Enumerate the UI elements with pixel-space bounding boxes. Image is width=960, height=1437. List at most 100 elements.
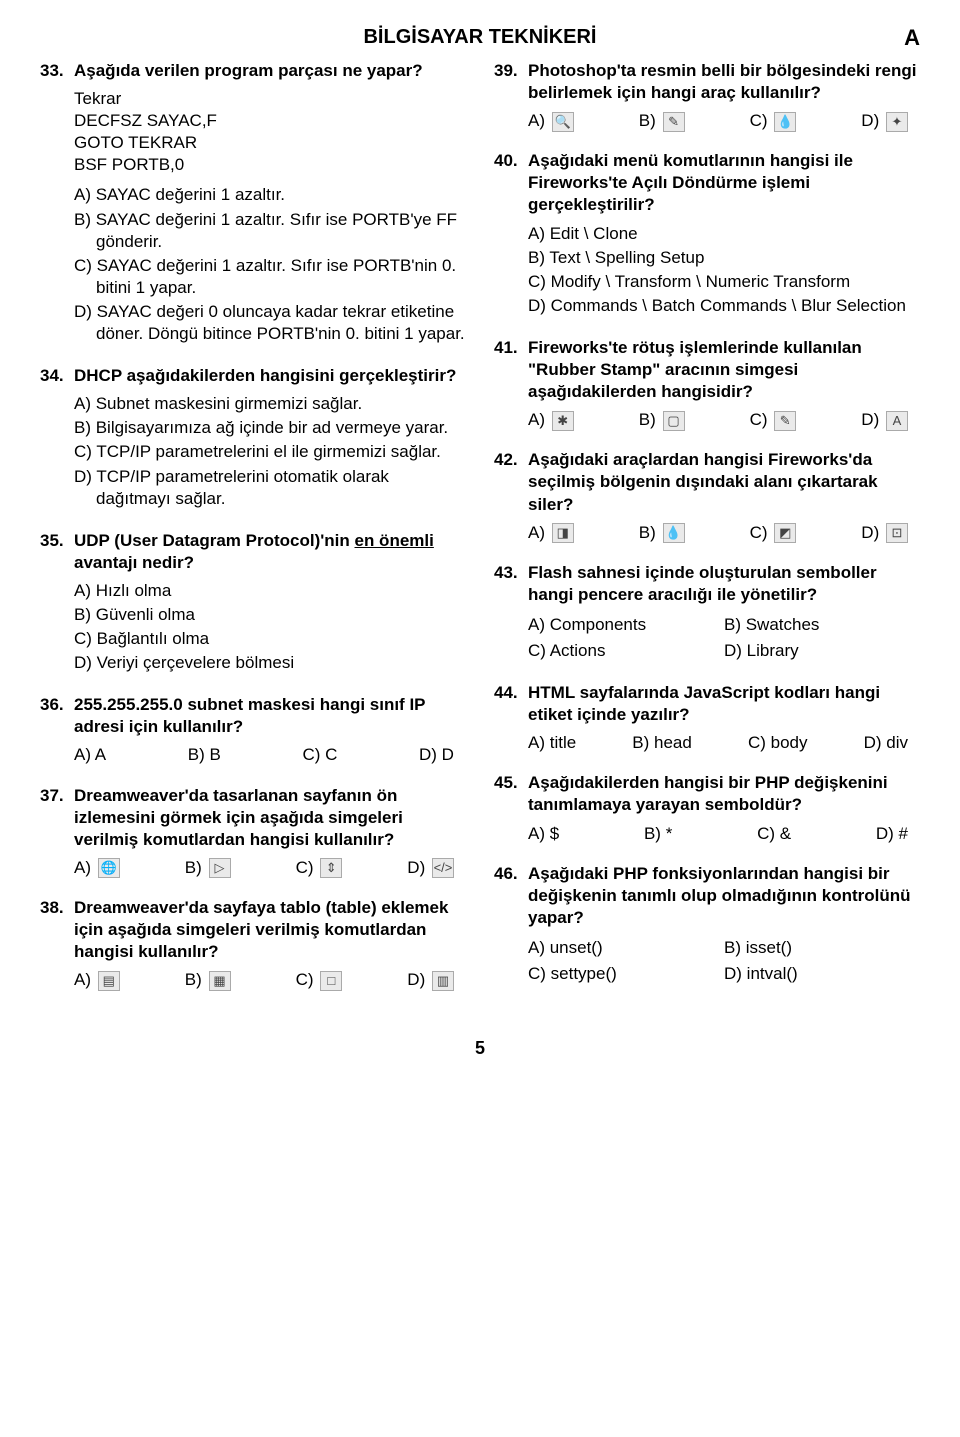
form-letter: A <box>904 24 920 53</box>
options: A) ✱ B) ▢ C) ✎ D) A <box>528 409 920 431</box>
question-body: 255.255.255.0 subnet maskesi hangi sınıf… <box>74 694 466 766</box>
play-icon: ▷ <box>209 858 231 878</box>
option-a: A) Subnet maskesini girmemizi sağlar. <box>96 393 466 415</box>
layout-icon: ▤ <box>98 971 120 991</box>
question-text: Dreamweaver'da sayfaya tablo (table) ekl… <box>74 897 466 963</box>
option-d: D) ⊡ <box>861 522 908 544</box>
question-body: Photoshop'ta resmin belli bir bölgesinde… <box>528 60 920 132</box>
option-a: A) ▤ <box>74 969 120 991</box>
option-c: C) □ <box>296 969 343 991</box>
option-b: B) 💧 <box>639 522 685 544</box>
question-number: 42. <box>494 449 524 543</box>
option-b: B) ▢ <box>639 409 685 431</box>
question-43: 43. Flash sahnesi içinde oluşturulan sem… <box>494 562 920 664</box>
question-body: Dreamweaver'da sayfaya tablo (table) ekl… <box>74 897 466 991</box>
label-b: B) <box>185 970 202 989</box>
question-46: 46. Aşağıdaki PHP fonksiyonlarından hang… <box>494 863 920 987</box>
option-d: D) Veriyi çerçevelere bölmesi <box>96 652 466 674</box>
page-title: BİLGİSAYAR TEKNİKERİ <box>40 24 920 50</box>
option-b: B) ✎ <box>639 110 685 132</box>
content-columns: 33. Aşağıda verilen program parçası ne y… <box>40 60 920 1009</box>
options: A) Subnet maskesini girmemizi sağlar. B)… <box>74 393 466 509</box>
label-a: A) <box>74 970 91 989</box>
question-number: 46. <box>494 863 524 987</box>
option-c: C) TCP/IP parametrelerini el ile girmemi… <box>96 441 466 463</box>
option-c: C) body <box>748 732 808 754</box>
question-text: Photoshop'ta resmin belli bir bölgesinde… <box>528 60 920 104</box>
option-c: C) Modify \ Transform \ Numeric Transfor… <box>550 271 920 293</box>
question-body: Aşağıdaki menü komutlarının hangisi ile … <box>528 150 920 319</box>
option-d: D) Commands \ Batch Commands \ Blur Sele… <box>550 295 920 317</box>
option-a: A) SAYAC değerini 1 azaltır. <box>96 184 466 206</box>
option-b: B) Bilgisayarımıza ağ içinde bir ad verm… <box>96 417 466 439</box>
code-icon: </> <box>432 858 454 878</box>
label-a: A) <box>528 523 545 542</box>
right-column: 39. Photoshop'ta resmin belli bir bölges… <box>494 60 920 1009</box>
question-38: 38. Dreamweaver'da sayfaya tablo (table)… <box>40 897 466 991</box>
question-40: 40. Aşağıdaki menü komutlarının hangisi … <box>494 150 920 319</box>
option-c: C) SAYAC değerini 1 azaltır. Sıfır ise P… <box>96 255 466 299</box>
option-d: D) ▥ <box>407 969 454 991</box>
q35-pre: UDP (User Datagram Protocol)'nin <box>74 531 355 550</box>
option-d: D) A <box>861 409 908 431</box>
question-body: Aşağıdaki araçlardan hangisi Fireworks'd… <box>528 449 920 543</box>
options: A) unset() B) isset() C) settype() D) in… <box>528 935 920 987</box>
question-39: 39. Photoshop'ta resmin belli bir bölges… <box>494 60 920 132</box>
option-c: C) ⇕ <box>296 857 343 879</box>
question-body: Aşağıdaki PHP fonksiyonlarından hangisi … <box>528 863 920 987</box>
question-body: DHCP aşağıdakilerden hangisini gerçekleş… <box>74 365 466 512</box>
exam-page: BİLGİSAYAR TEKNİKERİ A 33. Aşağıda veril… <box>0 0 960 1101</box>
option-a: A) 🌐 <box>74 857 120 879</box>
option-a: A) ◨ <box>528 522 574 544</box>
option-b: B) * <box>644 823 672 845</box>
question-number: 34. <box>40 365 70 512</box>
q35-post: avantajı nedir? <box>74 553 194 572</box>
question-35: 35. UDP (User Datagram Protocol)'nin en … <box>40 530 466 677</box>
question-number: 41. <box>494 337 524 431</box>
eyedropper-icon: ✎ <box>663 112 685 132</box>
question-text: Aşağıdaki menü komutlarının hangisi ile … <box>528 150 920 216</box>
option-b: B) ▷ <box>185 857 231 879</box>
option-d: D) div <box>864 732 908 754</box>
question-text: 255.255.255.0 subnet maskesi hangi sınıf… <box>74 694 466 738</box>
question-36: 36. 255.255.255.0 subnet maskesi hangi s… <box>40 694 466 766</box>
option-d: D) SAYAC değeri 0 oluncaya kadar tekrar … <box>96 301 466 345</box>
options: A) A B) B C) C D) D <box>74 744 466 766</box>
option-b: B) SAYAC değerini 1 azaltır. Sıfır ise P… <box>96 209 466 253</box>
option-a: A) Components <box>528 614 724 636</box>
label-b: B) <box>639 111 656 130</box>
question-41: 41. Fireworks'te rötuş işlemlerinde kull… <box>494 337 920 431</box>
options: A) ▤ B) ▦ C) □ D) ▥ <box>74 969 466 991</box>
options: A) Edit \ Clone B) Text \ Spelling Setup… <box>528 223 920 317</box>
pencil-icon: ✎ <box>774 411 796 431</box>
question-33: 33. Aşağıda verilen program parçası ne y… <box>40 60 466 347</box>
question-text: Aşağıda verilen program parçası ne yapar… <box>74 60 466 82</box>
globe-icon: 🌐 <box>98 858 120 878</box>
option-b: B) Swatches <box>724 614 920 636</box>
option-d: D) # <box>876 823 908 845</box>
option-d: D) Library <box>724 640 920 662</box>
option-a: A) unset() <box>528 937 724 959</box>
question-number: 43. <box>494 562 524 664</box>
options: A) ◨ B) 💧 C) ◩ D) ⊡ <box>528 522 920 544</box>
option-a: A) 🔍 <box>528 110 574 132</box>
question-number: 38. <box>40 897 70 991</box>
question-text: Dreamweaver'da tasarlanan sayfanın ön iz… <box>74 785 466 851</box>
zoom-icon: 🔍 <box>552 112 574 132</box>
option-a: A) Hızlı olma <box>96 580 466 602</box>
label-c: C) <box>750 410 768 429</box>
question-body: Flash sahnesi içinde oluşturulan semboll… <box>528 562 920 664</box>
label-d: D) <box>861 523 879 542</box>
question-34: 34. DHCP aşağıdakilerden hangisini gerçe… <box>40 365 466 512</box>
option-d: D) D <box>419 744 454 766</box>
option-d: D) </> <box>407 857 454 879</box>
updown-icon: ⇕ <box>320 858 342 878</box>
page-number: 5 <box>40 1037 920 1060</box>
label-a: A) <box>74 858 91 877</box>
question-number: 33. <box>40 60 70 347</box>
question-text: Fireworks'te rötuş işlemlerinde kullanıl… <box>528 337 920 403</box>
question-45: 45. Aşağıdakilerden hangisi bir PHP deği… <box>494 772 920 844</box>
option-b: B) isset() <box>724 937 920 959</box>
option-d: D) intval() <box>724 963 920 985</box>
label-d: D) <box>861 410 879 429</box>
